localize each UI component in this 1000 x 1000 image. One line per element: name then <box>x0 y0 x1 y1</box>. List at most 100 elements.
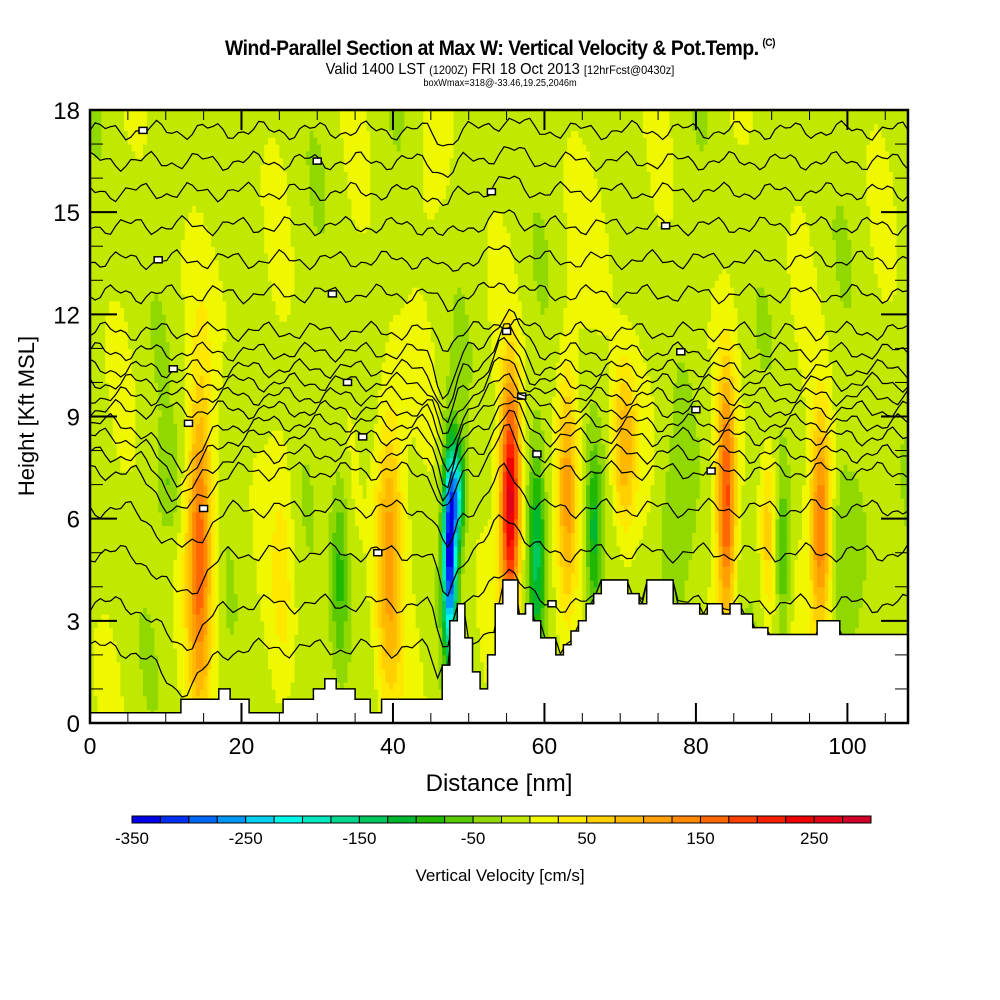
field-cell <box>199 416 205 424</box>
field-cell <box>438 552 443 561</box>
field-cell <box>616 416 621 424</box>
field-cell <box>563 321 633 329</box>
field-cell <box>381 600 386 608</box>
field-cell <box>211 675 220 683</box>
field-cell <box>211 348 224 356</box>
field-cell <box>445 552 455 561</box>
field-cell <box>192 579 197 588</box>
field-cell <box>400 130 424 138</box>
field-cell <box>540 511 546 520</box>
field-cell <box>824 389 833 397</box>
field-cell <box>718 457 724 465</box>
field-cell <box>423 110 455 118</box>
field-cell <box>150 321 167 329</box>
field-cell <box>374 539 379 547</box>
field-cell <box>563 150 591 159</box>
field-cell <box>218 505 250 513</box>
field-cell <box>423 682 440 690</box>
field-cell <box>461 600 477 608</box>
field-cell <box>586 443 595 452</box>
field-cell <box>381 675 386 683</box>
field-cell <box>214 484 220 493</box>
field-cell <box>192 559 197 567</box>
contour-label-marker <box>138 126 148 135</box>
field-cell <box>529 430 546 438</box>
field-cell <box>377 688 383 697</box>
field-cell <box>597 532 602 540</box>
field-cell <box>177 675 186 683</box>
field-cell <box>794 321 826 329</box>
field-cell <box>730 362 735 370</box>
field-cell <box>400 586 405 595</box>
field-cell <box>574 389 580 397</box>
field-cell <box>832 389 908 397</box>
field-cell <box>714 539 720 547</box>
field-cell <box>445 593 455 601</box>
field-cell <box>434 368 451 377</box>
field-cell <box>491 498 496 506</box>
field-cell <box>218 579 227 588</box>
field-cell <box>608 409 614 418</box>
field-cell <box>499 464 504 472</box>
field-cell <box>714 525 720 533</box>
field-cell <box>718 389 724 397</box>
field-cell <box>400 648 405 656</box>
field-cell <box>824 579 830 588</box>
contour-label-marker <box>153 256 163 264</box>
field-cell <box>608 450 614 458</box>
x-tick-label: 0 <box>84 733 97 759</box>
field-cell <box>214 593 220 601</box>
field-cell <box>184 498 190 506</box>
subtitle-valid: Valid 1400 LST <box>325 61 425 78</box>
field-cell <box>582 600 587 608</box>
field-cell <box>586 430 602 438</box>
field-cell <box>639 423 655 431</box>
field-cell <box>90 150 95 159</box>
field-cell <box>555 484 561 493</box>
field-cell <box>214 470 220 479</box>
field-cell <box>434 586 440 595</box>
field-cell <box>438 382 447 390</box>
field-cell <box>794 593 811 601</box>
field-cell <box>120 464 133 472</box>
field-cell <box>468 470 493 479</box>
field-cell <box>517 402 523 411</box>
field-cell <box>790 552 799 561</box>
field-cell <box>442 552 447 561</box>
field-cell <box>563 532 572 540</box>
field-cell <box>487 225 508 234</box>
field-cell <box>779 498 788 506</box>
field-cell <box>737 579 761 588</box>
field-cell <box>650 382 674 390</box>
colorbar-segment <box>188 815 218 824</box>
field-cell <box>351 654 375 663</box>
field-cell <box>525 505 530 513</box>
field-cell <box>824 484 830 493</box>
field-cell <box>336 518 345 527</box>
field-cell <box>764 436 773 445</box>
field-cell <box>385 443 394 452</box>
field-cell <box>396 484 402 493</box>
field-cell <box>540 423 553 431</box>
field-cell <box>737 586 761 595</box>
field-cell <box>718 491 724 499</box>
field-cell <box>711 402 716 411</box>
field-cell <box>495 450 500 458</box>
field-cell <box>196 430 205 438</box>
field-cell <box>574 566 580 574</box>
field-cell <box>370 144 398 152</box>
field-cell <box>180 239 212 247</box>
field-cell <box>90 600 174 608</box>
field-cell <box>752 123 875 132</box>
field-cell <box>423 137 455 145</box>
field-cell <box>574 382 580 390</box>
field-cell <box>737 307 758 315</box>
field-cell <box>673 164 867 172</box>
field-cell <box>563 396 572 404</box>
field-cell <box>801 511 811 520</box>
field-cell <box>389 123 405 132</box>
x-axis-tick-labels: 0 20 40 60 80 100 <box>84 733 867 759</box>
field-cell <box>188 457 193 465</box>
field-cell <box>695 518 712 527</box>
field-cell <box>521 539 527 547</box>
